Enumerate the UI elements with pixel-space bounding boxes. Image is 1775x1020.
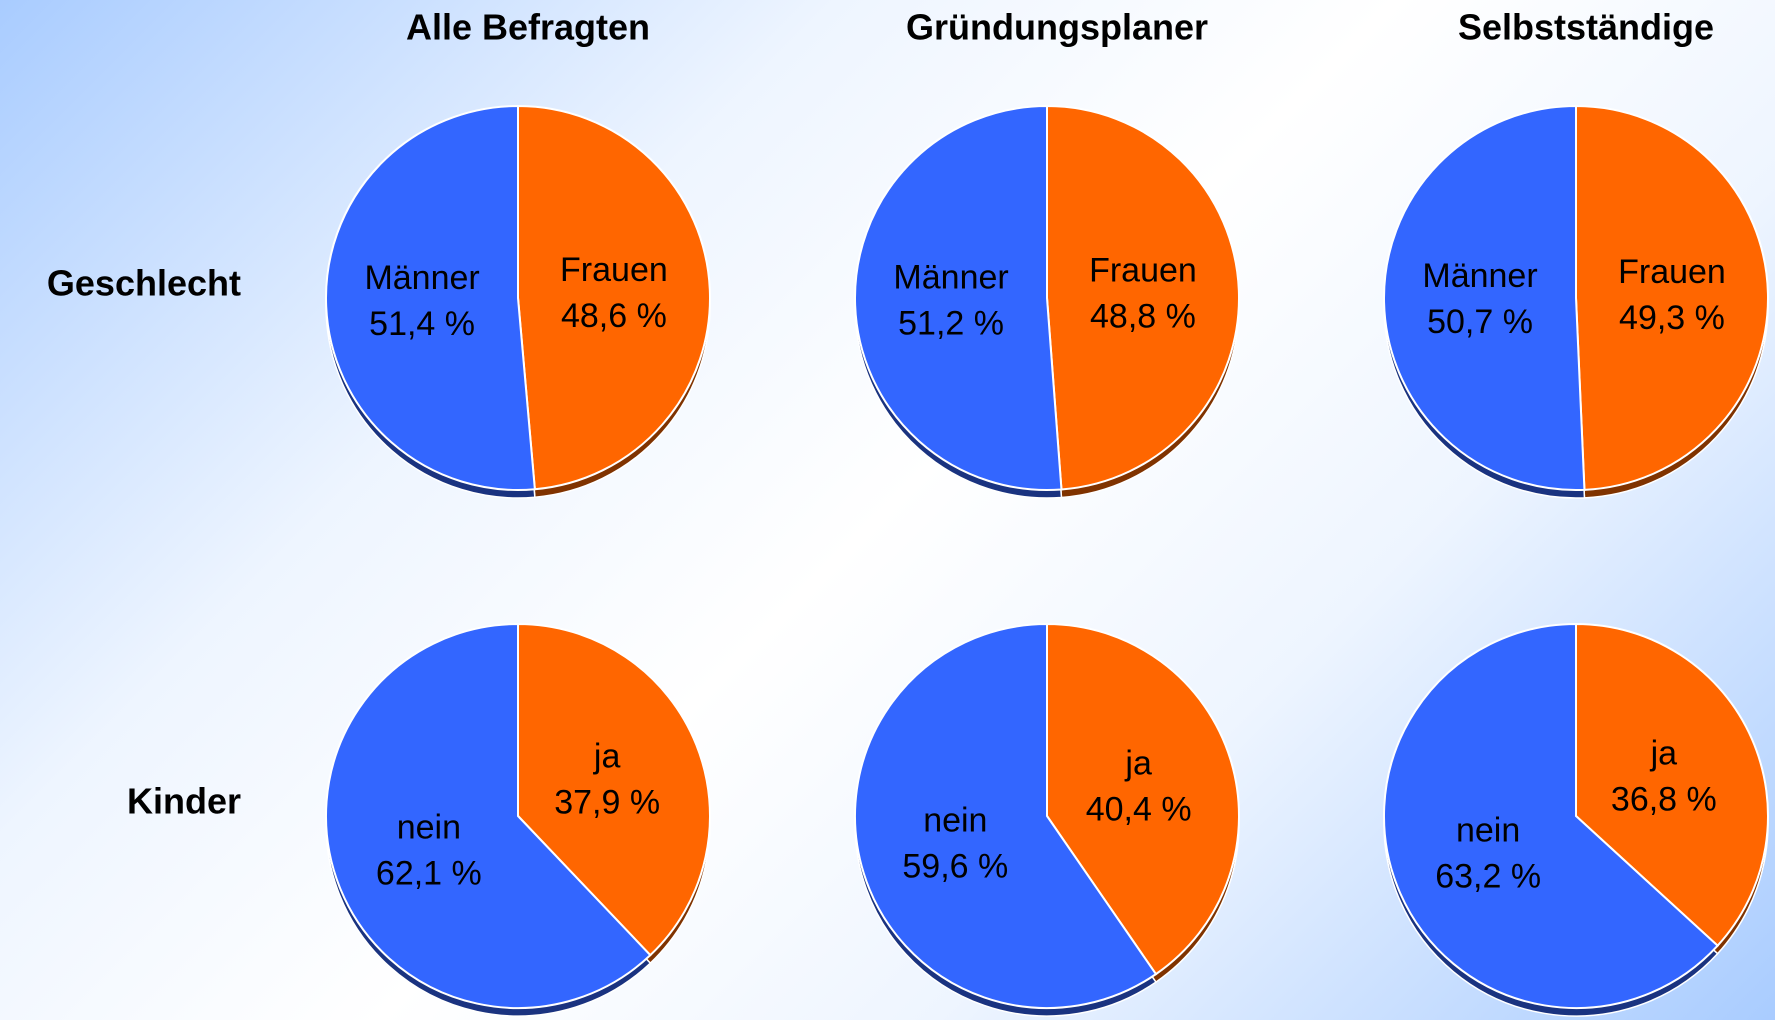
slice-category: ja [1650, 734, 1678, 772]
slice-value-label: 62,1 % [376, 855, 482, 893]
slice-value-label: 40,4 % [1086, 790, 1192, 828]
slice-value-label: 36,8 % [1611, 780, 1717, 818]
slice-value-label: 49,3 % [1619, 299, 1725, 337]
slice-category: Männer [893, 259, 1008, 297]
row-label: Kinder [127, 781, 241, 822]
slice [517, 622, 711, 957]
slice [1046, 622, 1240, 976]
slice [1046, 104, 1240, 491]
slice-category: Frauen [560, 251, 668, 289]
column-title: Gründungsplaner [906, 7, 1208, 48]
column-title: Alle Befragten [406, 7, 650, 48]
slice-category: Männer [364, 259, 479, 297]
slice-value-label: 59,6 % [902, 848, 1008, 886]
slice [854, 104, 1063, 491]
slice [1382, 104, 1586, 491]
slice-category: nein [397, 809, 461, 847]
slice-category: Männer [1422, 257, 1537, 295]
slice [325, 104, 536, 491]
slice [325, 622, 652, 1009]
slice-category: Frauen [1618, 253, 1726, 291]
slice-category: nein [1456, 812, 1520, 850]
slice [1575, 622, 1769, 948]
slice-value-label: 51,4 % [369, 305, 475, 343]
slice-value-label: 37,9 % [554, 783, 660, 821]
slice-category: ja [1124, 744, 1152, 782]
column-title: Selbstständige [1458, 7, 1714, 48]
row-label: Geschlecht [47, 263, 241, 304]
slice-value-label: 50,7 % [1427, 303, 1533, 341]
slice-value-label: 51,2 % [898, 305, 1004, 343]
slice [1383, 622, 1720, 1009]
slice [854, 622, 1158, 1009]
slice-value-label: 63,2 % [1435, 858, 1541, 896]
slice-value-label: 48,8 % [1090, 297, 1196, 335]
slice-category: nein [923, 802, 987, 840]
slice-category: Frauen [1089, 251, 1197, 289]
slice-value-label: 48,6 % [561, 297, 667, 335]
slice [1575, 104, 1769, 491]
slice [517, 104, 711, 491]
slice-category: ja [593, 737, 621, 775]
